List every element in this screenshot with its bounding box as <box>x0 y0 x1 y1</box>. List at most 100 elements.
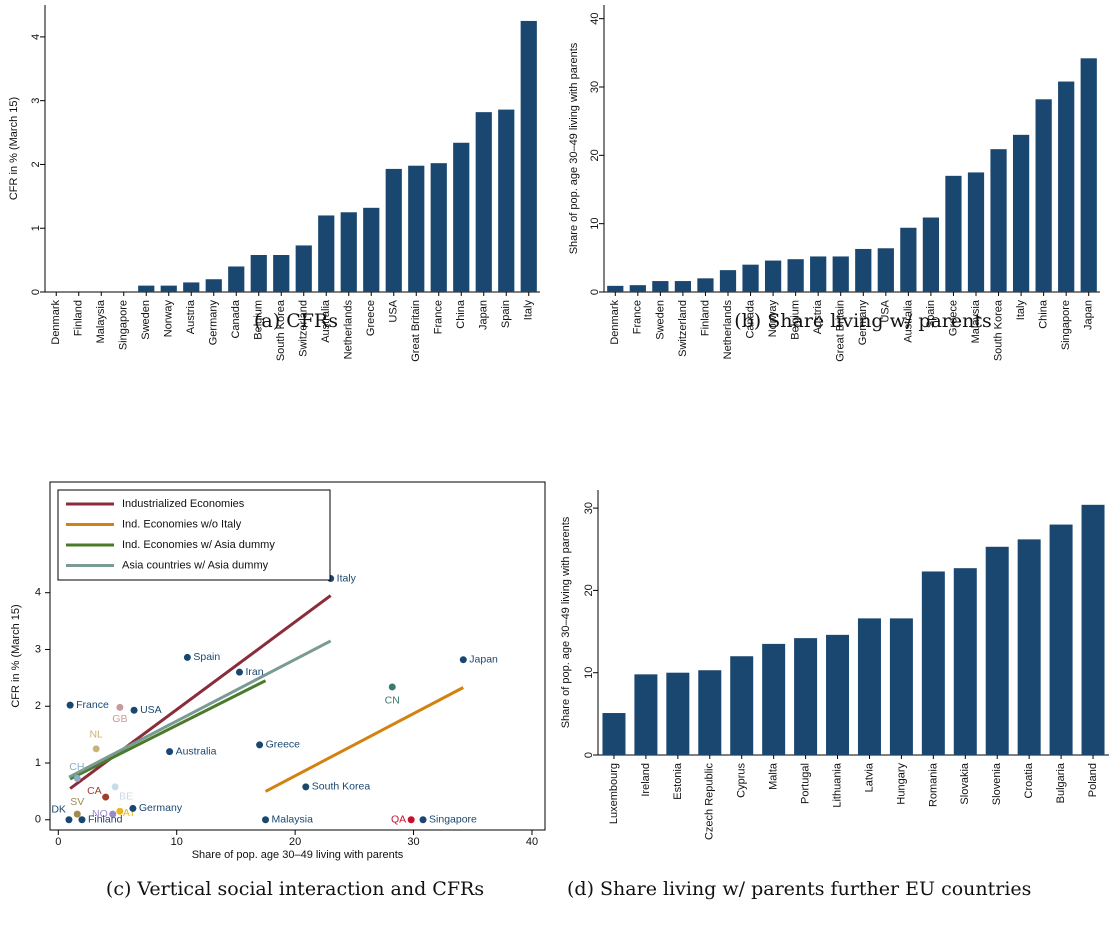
bar <box>602 713 626 755</box>
bar <box>945 175 962 292</box>
bar <box>1049 524 1073 755</box>
bar <box>764 260 782 292</box>
point <box>183 653 191 661</box>
y-tick-label: 0 <box>589 289 601 295</box>
x-tick-label: Netherlands <box>722 300 734 360</box>
x-tick-label: Switzerland <box>677 300 689 357</box>
bar <box>1080 58 1097 292</box>
bar <box>295 245 312 292</box>
x-tick-label: Austria <box>812 299 824 334</box>
bar <box>697 278 714 292</box>
x-tick-label: 0 <box>55 836 61 848</box>
x-tick-label: Sweden <box>140 300 152 340</box>
y-axis-title: Share of pop. age 30–49 living with pare… <box>568 42 580 254</box>
x-tick-label: Finland <box>699 300 711 336</box>
point-label: QA <box>391 814 406 826</box>
x-tick-label: Poland <box>1087 763 1099 797</box>
y-tick-label: 2 <box>30 161 42 167</box>
bar <box>430 163 447 292</box>
y-tick-label: 0 <box>583 752 595 758</box>
point <box>302 783 310 791</box>
y-tick-label: 4 <box>35 587 41 599</box>
bar <box>1035 99 1052 292</box>
x-tick-label: Japan <box>478 300 490 330</box>
y-tick-label: 1 <box>30 225 42 231</box>
bar <box>953 568 977 755</box>
legend-label: Industrialized Economies <box>122 498 245 510</box>
bar <box>228 266 245 292</box>
point-label: Japan <box>469 653 498 665</box>
point-label: Australia <box>176 745 217 757</box>
x-axis-title: Share of pop. age 30–49 living with pare… <box>192 849 404 861</box>
bar <box>1058 81 1075 293</box>
bar <box>520 20 537 292</box>
y-tick-label: 0 <box>30 289 42 295</box>
x-tick-label: Australia <box>320 299 332 343</box>
bar <box>408 165 425 292</box>
y-tick-label: 40 <box>589 13 601 25</box>
point <box>65 816 73 824</box>
bar <box>385 168 402 292</box>
x-tick-label: Australia <box>902 299 914 343</box>
x-tick-label: Bulgaria <box>1055 762 1067 803</box>
bar <box>318 215 335 292</box>
point-label: GB <box>112 713 127 725</box>
point <box>102 793 110 801</box>
bar <box>900 227 917 292</box>
point-label: Malaysia <box>272 814 314 826</box>
bar <box>742 264 759 292</box>
bar <box>607 285 624 292</box>
point-label: Iran <box>245 666 263 678</box>
point <box>116 703 124 711</box>
bar <box>985 546 1009 755</box>
legend-label: Asia countries w/ Asia dummy <box>122 559 269 571</box>
bar <box>160 285 177 292</box>
bar <box>787 259 804 292</box>
bar <box>967 172 985 292</box>
bar <box>794 638 818 755</box>
bar <box>205 279 222 292</box>
point <box>262 816 270 824</box>
x-tick-label: Slovakia <box>959 762 971 804</box>
bar <box>877 248 894 292</box>
bar <box>922 217 940 292</box>
point-label: France <box>76 699 109 711</box>
x-tick-label: Luxembourg <box>608 763 620 824</box>
x-tick-label: Denmark <box>50 300 62 345</box>
x-tick-label: USA <box>880 299 892 322</box>
bar <box>762 643 786 755</box>
x-tick-label: Belgium <box>253 300 265 340</box>
x-tick-label: Malaysia <box>970 299 982 343</box>
point <box>130 706 138 714</box>
bar <box>273 255 290 292</box>
point-label: USA <box>140 704 162 716</box>
point-label: BE <box>119 791 133 803</box>
x-tick-label: France <box>433 300 445 334</box>
x-tick-label: USA <box>388 299 400 322</box>
y-tick-label: 2 <box>35 700 41 712</box>
x-tick-label: Belgium <box>790 300 802 340</box>
x-tick-label: Greece <box>947 300 959 336</box>
bar <box>719 270 737 292</box>
x-tick-label: Finland <box>73 300 85 336</box>
fit-line <box>264 686 464 793</box>
x-tick-label: Denmark <box>609 300 621 345</box>
y-axis-title: Share of pop. age 30–49 living with pare… <box>560 516 572 728</box>
bar <box>1081 504 1105 755</box>
point-label: DK <box>51 804 66 816</box>
x-tick-label: 30 <box>407 836 419 848</box>
x-tick-label: South Korea <box>275 299 287 361</box>
point-label: CN <box>385 695 400 707</box>
point <box>92 745 100 753</box>
x-tick-label: Singapore <box>118 300 130 350</box>
point-label: South Korea <box>312 781 371 793</box>
bar <box>475 112 492 292</box>
bar <box>1012 134 1030 292</box>
point-label: Spain <box>193 651 220 663</box>
legend-label: Ind. Economies w/ Asia dummy <box>122 539 275 551</box>
bar <box>730 656 754 755</box>
point <box>73 810 81 818</box>
legend-label: Ind. Economies w/o Italy <box>122 518 242 530</box>
x-tick-label: Spain <box>500 300 512 328</box>
